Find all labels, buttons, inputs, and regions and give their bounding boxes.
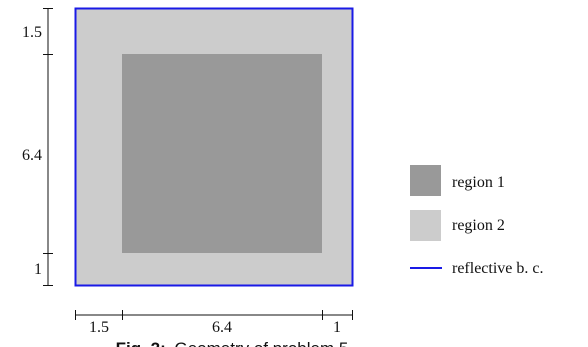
region-1-square — [122, 54, 322, 253]
dimension-label: 1.5 — [89, 319, 109, 336]
caption: Fig. 2: Geometry of problem 5 — [116, 339, 349, 347]
dimension-label: 6.4 — [22, 147, 42, 164]
legend-label: reflective b. c. — [452, 260, 544, 277]
legend-label: region 2 — [452, 217, 505, 234]
dimension-label: 1 — [333, 319, 341, 336]
dimension-label: 1 — [34, 261, 42, 278]
legend-swatch — [410, 165, 441, 196]
legend-swatch — [410, 210, 441, 241]
dimension-label: 1.5 — [22, 24, 42, 41]
dimension-label: 6.4 — [212, 319, 232, 336]
caption-label: Fig. 2: — [116, 339, 166, 347]
bottom-dimension: 1.5 6.4 1 — [75, 310, 353, 336]
caption-text: Geometry of problem 5 — [174, 339, 348, 347]
left-dimension: 1.5 6.4 1 — [22, 8, 53, 286]
legend: region 1 region 2 reflective b. c. — [410, 165, 544, 277]
legend-label: region 1 — [452, 174, 505, 191]
